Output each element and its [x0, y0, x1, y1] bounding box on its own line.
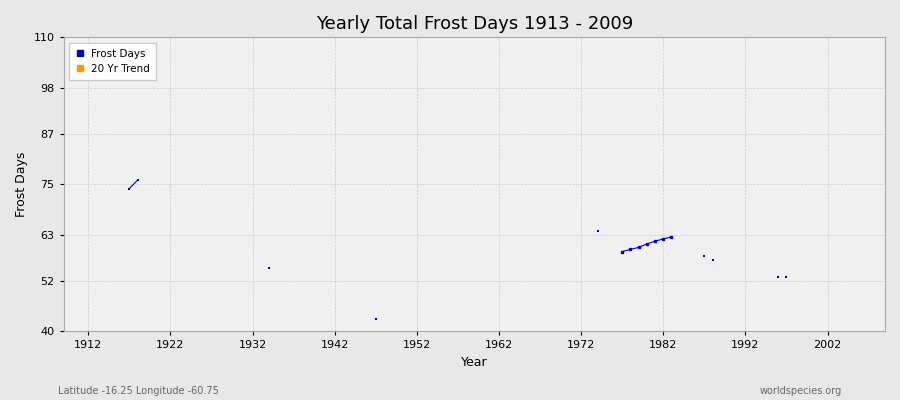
X-axis label: Year: Year — [461, 356, 488, 369]
Point — [262, 265, 276, 272]
Title: Yearly Total Frost Days 1913 - 2009: Yearly Total Frost Days 1913 - 2009 — [316, 15, 633, 33]
Point — [590, 227, 605, 234]
Point — [698, 252, 712, 259]
Point — [130, 177, 145, 183]
Point — [89, 55, 104, 62]
Point — [122, 185, 137, 192]
Point — [706, 257, 720, 263]
Text: Latitude -16.25 Longitude -60.75: Latitude -16.25 Longitude -60.75 — [58, 386, 220, 396]
Point — [771, 274, 786, 280]
Point — [368, 316, 382, 322]
Y-axis label: Frost Days: Frost Days — [15, 152, 28, 217]
Text: worldspecies.org: worldspecies.org — [760, 386, 842, 396]
Point — [779, 274, 794, 280]
Legend: Frost Days, 20 Yr Trend: Frost Days, 20 Yr Trend — [68, 42, 156, 80]
Point — [97, 64, 112, 70]
